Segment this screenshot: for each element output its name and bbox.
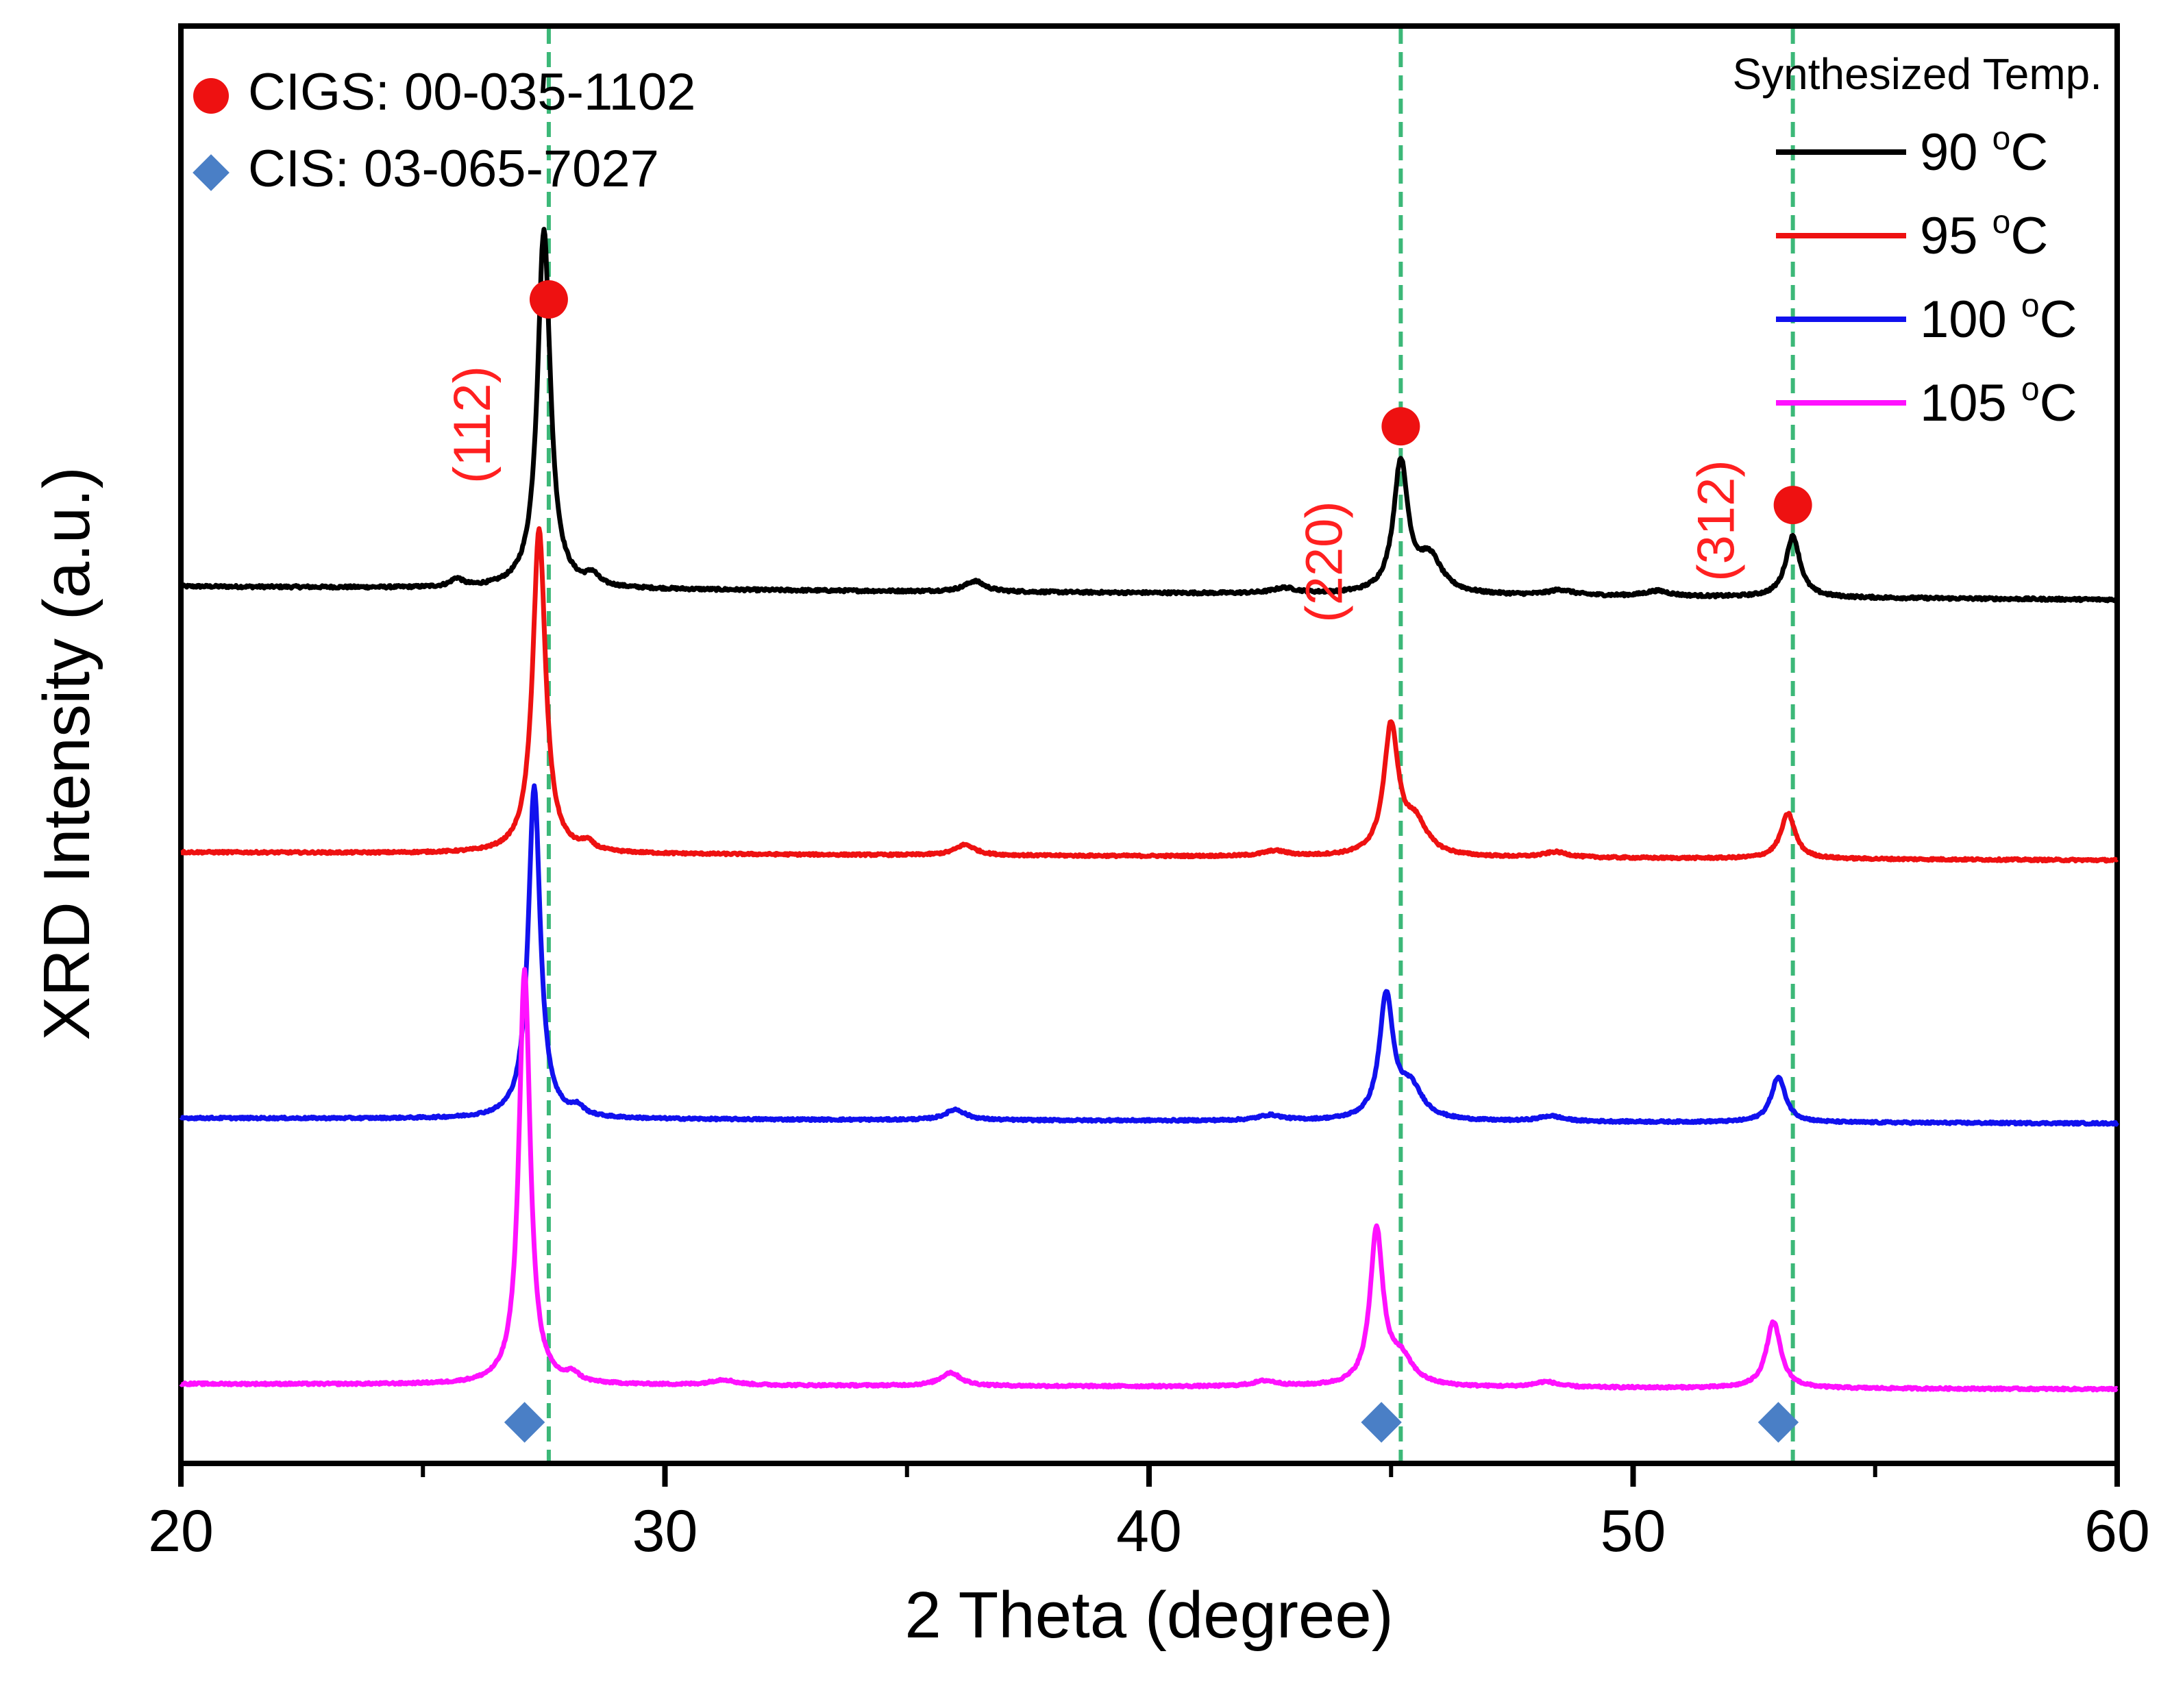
plot-frame [178,23,2120,1466]
x-tick-label: 60 [2084,1498,2150,1564]
y-axis-title: XRD Intensity (a.u.) [30,467,103,1041]
cigs-legend-label: CIGS: 00-035-1102 [248,63,695,121]
series-line-90 [179,227,2119,604]
series-group [179,227,2120,1393]
x-axis-title: 2 Theta (degree) [904,1579,1393,1652]
reference-legend: CIGS: 00-035-1102 CIS: 03-065-7027 [193,63,695,198]
peak-labels: (112) (220) (312) [443,366,1746,623]
legend-title: Synthesized Temp. [1732,49,2102,99]
reference-lines [546,29,1795,1461]
cigs-marker-1 [1381,407,1420,446]
legend-label-105: 105 oC [1920,371,2077,432]
peak-label-2: (312) [1688,460,1746,581]
cis-marker-2 [1757,1402,1799,1443]
series-line-105 [179,967,2119,1393]
x-tick-label: 30 [632,1498,698,1564]
legend-label-95: 95 oC [1920,204,2048,265]
cigs-marker-2 [1773,486,1812,525]
peak-label-1: (220) [1295,501,1353,622]
cis-legend-label: CIS: 03-065-7027 [248,140,659,198]
cis-marker-1 [1361,1402,1402,1443]
temperature-legend: Synthesized Temp. 90 oC 95 oC 100 oC 105 oC [1732,49,2102,432]
series-line-100 [179,783,2120,1127]
legend-label-100: 100 oC [1920,288,2077,349]
x-tick-label: 40 [1116,1498,1182,1564]
phase-markers [504,280,1812,1443]
cis-marker-0 [504,1402,545,1443]
cigs-legend-circle-icon [193,78,229,114]
x-ticks: 20 30 40 50 60 [148,1463,2150,1564]
peak-label-0: (112) [443,366,502,484]
cigs-marker-0 [529,280,568,319]
legend-entries: 90 oC 95 oC 100 oC 105 oC [1776,121,2077,432]
series-line-95 [179,526,2119,864]
cis-legend-diamond-icon [193,154,230,191]
legend-label-90: 90 oC [1920,121,2048,182]
x-tick-label: 50 [1601,1498,1666,1564]
x-tick-label: 20 [148,1498,214,1564]
